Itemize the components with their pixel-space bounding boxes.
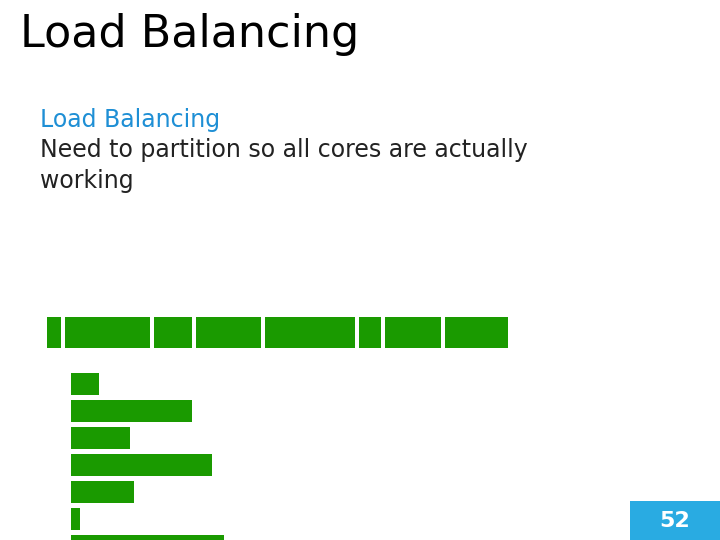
Bar: [65, 317, 150, 348]
Bar: [71, 400, 192, 422]
Bar: [71, 481, 134, 503]
Text: Load Balancing: Load Balancing: [20, 14, 359, 57]
Text: Load Balancing: Load Balancing: [40, 108, 220, 132]
Bar: [265, 317, 355, 348]
Bar: [445, 317, 508, 348]
Bar: [71, 427, 130, 449]
Bar: [71, 373, 99, 395]
Bar: [71, 454, 212, 476]
Bar: [71, 535, 224, 540]
Bar: [47, 317, 61, 348]
Text: 52: 52: [660, 510, 690, 531]
Bar: [359, 317, 381, 348]
Bar: [196, 317, 261, 348]
Bar: [154, 317, 192, 348]
Bar: [385, 317, 441, 348]
Bar: [630, 501, 720, 540]
Bar: [71, 508, 80, 530]
Text: Need to partition so all cores are actually
working: Need to partition so all cores are actua…: [40, 138, 527, 193]
